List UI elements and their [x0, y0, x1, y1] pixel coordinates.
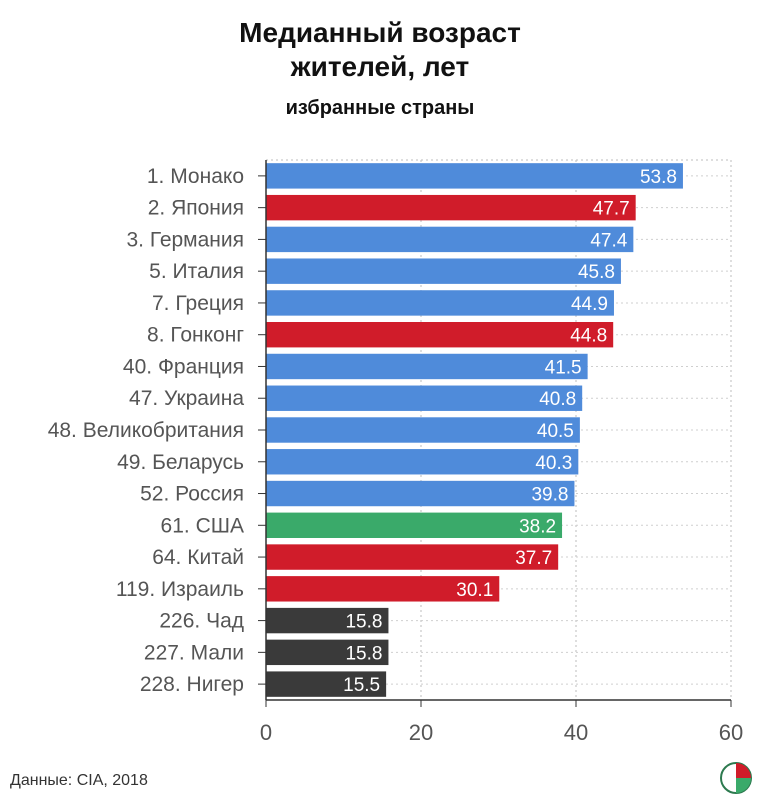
bar	[266, 322, 614, 348]
bar-value-label: 30.1	[456, 580, 493, 601]
category-label: 228. Нигер	[140, 673, 244, 696]
x-tick-label: 40	[564, 720, 588, 745]
category-label: 61. США	[161, 514, 244, 537]
bar-value-label: 40.5	[537, 421, 574, 442]
bar	[266, 671, 387, 697]
bar-value-label: 15.5	[343, 675, 380, 696]
bar	[266, 353, 588, 380]
chart-subtitle: избранные страны	[285, 97, 475, 119]
bar	[266, 194, 636, 221]
bar-value-label: 37.7	[515, 548, 552, 569]
bar	[266, 385, 583, 411]
category-label: 48. Великобритания	[48, 419, 244, 442]
bar	[266, 258, 621, 284]
x-tick-label: 20	[409, 720, 433, 745]
bar-value-label: 44.8	[570, 326, 607, 347]
bar-value-label: 44.9	[571, 294, 608, 315]
category-label: 64. Китай	[152, 546, 244, 569]
category-label: 7. Греция	[152, 292, 244, 315]
bar-chart: 53.8 1. Монако 47.7 2. Япония 47.4 3. Германи…	[48, 159, 743, 745]
category-label: 49. Беларусь	[117, 451, 244, 474]
category-label: 3. Германия	[127, 228, 245, 251]
bar-value-label: 45.8	[578, 262, 615, 283]
category-label: 1. Монако	[147, 165, 244, 188]
category-label: 47. Украина	[129, 387, 244, 410]
bar-value-label: 47.7	[593, 199, 630, 220]
bar	[266, 163, 683, 189]
chart-title-line2: жителей, лет	[290, 51, 470, 82]
chart-title: Медианный возраст жителей, лет	[0, 16, 760, 84]
category-label: 226. Чад	[159, 610, 244, 633]
category-label: 8. Гонконг	[147, 324, 244, 347]
bar	[266, 639, 389, 666]
logo-icon	[720, 762, 752, 794]
x-tick-label: 0	[260, 720, 272, 745]
bar	[266, 512, 563, 538]
bar-value-label: 41.5	[545, 357, 582, 378]
source-note: Данные: CIA, 2018	[10, 772, 148, 789]
chart-title-line1: Медианный возраст	[239, 17, 521, 48]
bar	[266, 226, 634, 253]
bar-value-label: 40.8	[539, 389, 576, 410]
category-label: 227. Мали	[144, 641, 244, 664]
bar-value-label: 15.8	[345, 643, 382, 664]
bar-value-label: 15.8	[345, 612, 382, 633]
bar	[266, 290, 614, 316]
category-label: 40. Франция	[123, 355, 244, 378]
bar	[266, 576, 500, 602]
bar	[266, 544, 559, 570]
bar	[266, 607, 389, 634]
bar	[266, 480, 575, 507]
bar-value-label: 39.8	[531, 485, 568, 506]
logo	[720, 762, 752, 799]
category-label: 2. Япония	[148, 197, 244, 220]
bar-value-label: 53.8	[640, 167, 677, 188]
bar	[266, 449, 579, 475]
x-tick-label: 60	[719, 720, 743, 745]
category-label: 119. Израиль	[116, 578, 244, 601]
bar-value-label: 47.4	[590, 230, 627, 251]
category-label: 5. Италия	[149, 260, 244, 283]
category-label: 52. Россия	[140, 483, 244, 506]
bar-value-label: 40.3	[535, 453, 572, 474]
bar	[266, 417, 580, 443]
bar-value-label: 38.2	[519, 516, 556, 537]
